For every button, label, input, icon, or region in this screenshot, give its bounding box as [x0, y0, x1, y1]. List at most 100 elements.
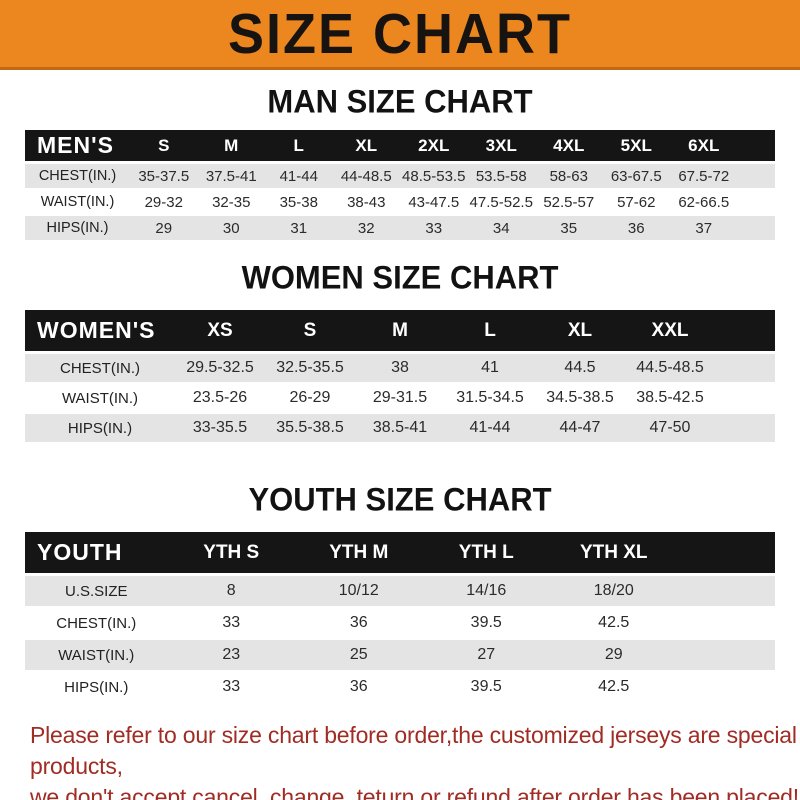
- header-row: YOUTH YTH S YTH M YTH L YTH XL: [25, 532, 775, 576]
- size-column-header: L: [445, 310, 535, 354]
- measurement-row-label: HIPS(IN.): [25, 672, 168, 704]
- youth-section-heading: YOUTH SIZE CHART: [248, 481, 552, 518]
- size-column-header: YTH XL: [550, 532, 678, 576]
- size-value-cell: 47.5-52.5: [467, 190, 535, 216]
- size-column-header: L: [265, 130, 333, 164]
- size-value-cell: 53.5-58: [467, 164, 535, 190]
- row-filler: [737, 216, 775, 242]
- row-filler: [737, 164, 775, 190]
- size-value-cell: 41-44: [265, 164, 333, 190]
- size-value-cell: 18/20: [550, 576, 678, 608]
- table-title-label: WOMEN'S: [25, 310, 175, 354]
- size-value-cell: 10/12: [295, 576, 423, 608]
- table-row: U.S.SIZE 8 10/12 14/16 18/20: [25, 576, 775, 608]
- size-value-cell: 29-31.5: [355, 384, 445, 414]
- header-row: WOMEN'S XS S M L XL XXL: [25, 310, 775, 354]
- size-value-cell: 32.5-35.5: [265, 354, 355, 384]
- size-value-cell: 36: [295, 672, 423, 704]
- table-row: CHEST(IN.) 29.5-32.5 32.5-35.5 38 41 44.5 44.5…: [25, 354, 775, 384]
- row-filler: [677, 672, 775, 704]
- table-row: CHEST(IN.) 33 36 39.5 42.5: [25, 608, 775, 640]
- size-value-cell: 8: [167, 576, 295, 608]
- size-value-cell: 44.5-48.5: [625, 354, 715, 384]
- table-row: WAIST(IN.) 23.5-26 26-29 29-31.5 31.5-34.5 34…: [25, 384, 775, 414]
- size-column-header: 4XL: [535, 130, 603, 164]
- size-value-cell: 37: [670, 216, 738, 242]
- size-value-cell: 41-44: [445, 414, 535, 444]
- size-column-header: XL: [535, 310, 625, 354]
- size-value-cell: 32: [332, 216, 400, 242]
- size-column-header: M: [197, 130, 265, 164]
- size-column-header: 5XL: [602, 130, 670, 164]
- header-filler: [715, 310, 775, 354]
- measurement-row-label: CHEST(IN.): [25, 354, 175, 384]
- table-row: HIPS(IN.) 33 36 39.5 42.5: [25, 672, 775, 704]
- measurement-row-label: HIPS(IN.): [25, 216, 130, 242]
- size-value-cell: 37.5-41: [197, 164, 265, 190]
- size-chart-sections: MAN SIZE CHART MEN'S S M L XL 2XL 3XL 4XL 5XL 6XL…: [0, 83, 800, 704]
- size-value-cell: 57-62: [602, 190, 670, 216]
- row-filler: [715, 354, 775, 384]
- size-value-cell: 58-63: [535, 164, 603, 190]
- size-value-cell: 29: [130, 216, 198, 242]
- size-value-cell: 34: [467, 216, 535, 242]
- size-value-cell: 35.5-38.5: [265, 414, 355, 444]
- size-value-cell: 38.5-41: [355, 414, 445, 444]
- size-value-cell: 52.5-57: [535, 190, 603, 216]
- header-filler: [737, 130, 775, 164]
- size-value-cell: 33: [400, 216, 468, 242]
- size-value-cell: 67.5-72: [670, 164, 738, 190]
- women-size-table: WOMEN'S XS S M L XL XXL CHEST(IN.) 29.5-32.5 32.5…: [25, 310, 775, 444]
- size-value-cell: 42.5: [550, 672, 678, 704]
- size-value-cell: 62-66.5: [670, 190, 738, 216]
- size-value-cell: 63-67.5: [602, 164, 670, 190]
- size-value-cell: 35: [535, 216, 603, 242]
- size-value-cell: 27: [422, 640, 550, 672]
- size-column-header: S: [130, 130, 198, 164]
- size-column-header: S: [265, 310, 355, 354]
- size-value-cell: 41: [445, 354, 535, 384]
- men-section-heading: MAN SIZE CHART: [267, 83, 533, 120]
- size-value-cell: 36: [295, 608, 423, 640]
- size-column-header: YTH M: [295, 532, 423, 576]
- measurement-row-label: WAIST(IN.): [25, 190, 130, 216]
- row-filler: [737, 190, 775, 216]
- row-filler: [677, 576, 775, 608]
- size-value-cell: 38: [355, 354, 445, 384]
- size-value-cell: 36: [602, 216, 670, 242]
- footer-notice: Please refer to our size chart before or…: [30, 720, 800, 800]
- size-value-cell: 47-50: [625, 414, 715, 444]
- row-filler: [677, 608, 775, 640]
- table-row: HIPS(IN.) 29 30 31 32 33 34 35 36 37: [25, 216, 775, 242]
- row-filler: [677, 640, 775, 672]
- row-filler: [715, 414, 775, 444]
- row-filler: [715, 384, 775, 414]
- measurement-row-label: U.S.SIZE: [25, 576, 168, 608]
- size-value-cell: 23: [167, 640, 295, 672]
- size-column-header: XS: [175, 310, 265, 354]
- size-value-cell: 38-43: [332, 190, 400, 216]
- size-value-cell: 14/16: [422, 576, 550, 608]
- size-value-cell: 43-47.5: [400, 190, 468, 216]
- table-title-label: YOUTH: [25, 532, 168, 576]
- measurement-row-label: CHEST(IN.): [25, 164, 130, 190]
- size-value-cell: 48.5-53.5: [400, 164, 468, 190]
- size-column-header: M: [355, 310, 445, 354]
- size-value-cell: 29: [550, 640, 678, 672]
- size-value-cell: 26-29: [265, 384, 355, 414]
- notice-line-2: we don't accept cancel, change, teturn o…: [30, 784, 799, 800]
- size-value-cell: 38.5-42.5: [625, 384, 715, 414]
- header-row: MEN'S S M L XL 2XL 3XL 4XL 5XL 6XL: [25, 130, 775, 164]
- size-value-cell: 44-48.5: [332, 164, 400, 190]
- size-column-header: 6XL: [670, 130, 738, 164]
- size-column-header: YTH L: [422, 532, 550, 576]
- size-value-cell: 25: [295, 640, 423, 672]
- size-column-header: 3XL: [467, 130, 535, 164]
- size-value-cell: 33: [167, 672, 295, 704]
- size-value-cell: 39.5: [422, 608, 550, 640]
- men-size-table: MEN'S S M L XL 2XL 3XL 4XL 5XL 6XL CHEST(IN.) 35-37…: [25, 130, 775, 242]
- measurement-row-label: HIPS(IN.): [25, 414, 175, 444]
- table-title-label: MEN'S: [25, 130, 130, 164]
- notice-line-1: Please refer to our size chart before or…: [30, 722, 797, 779]
